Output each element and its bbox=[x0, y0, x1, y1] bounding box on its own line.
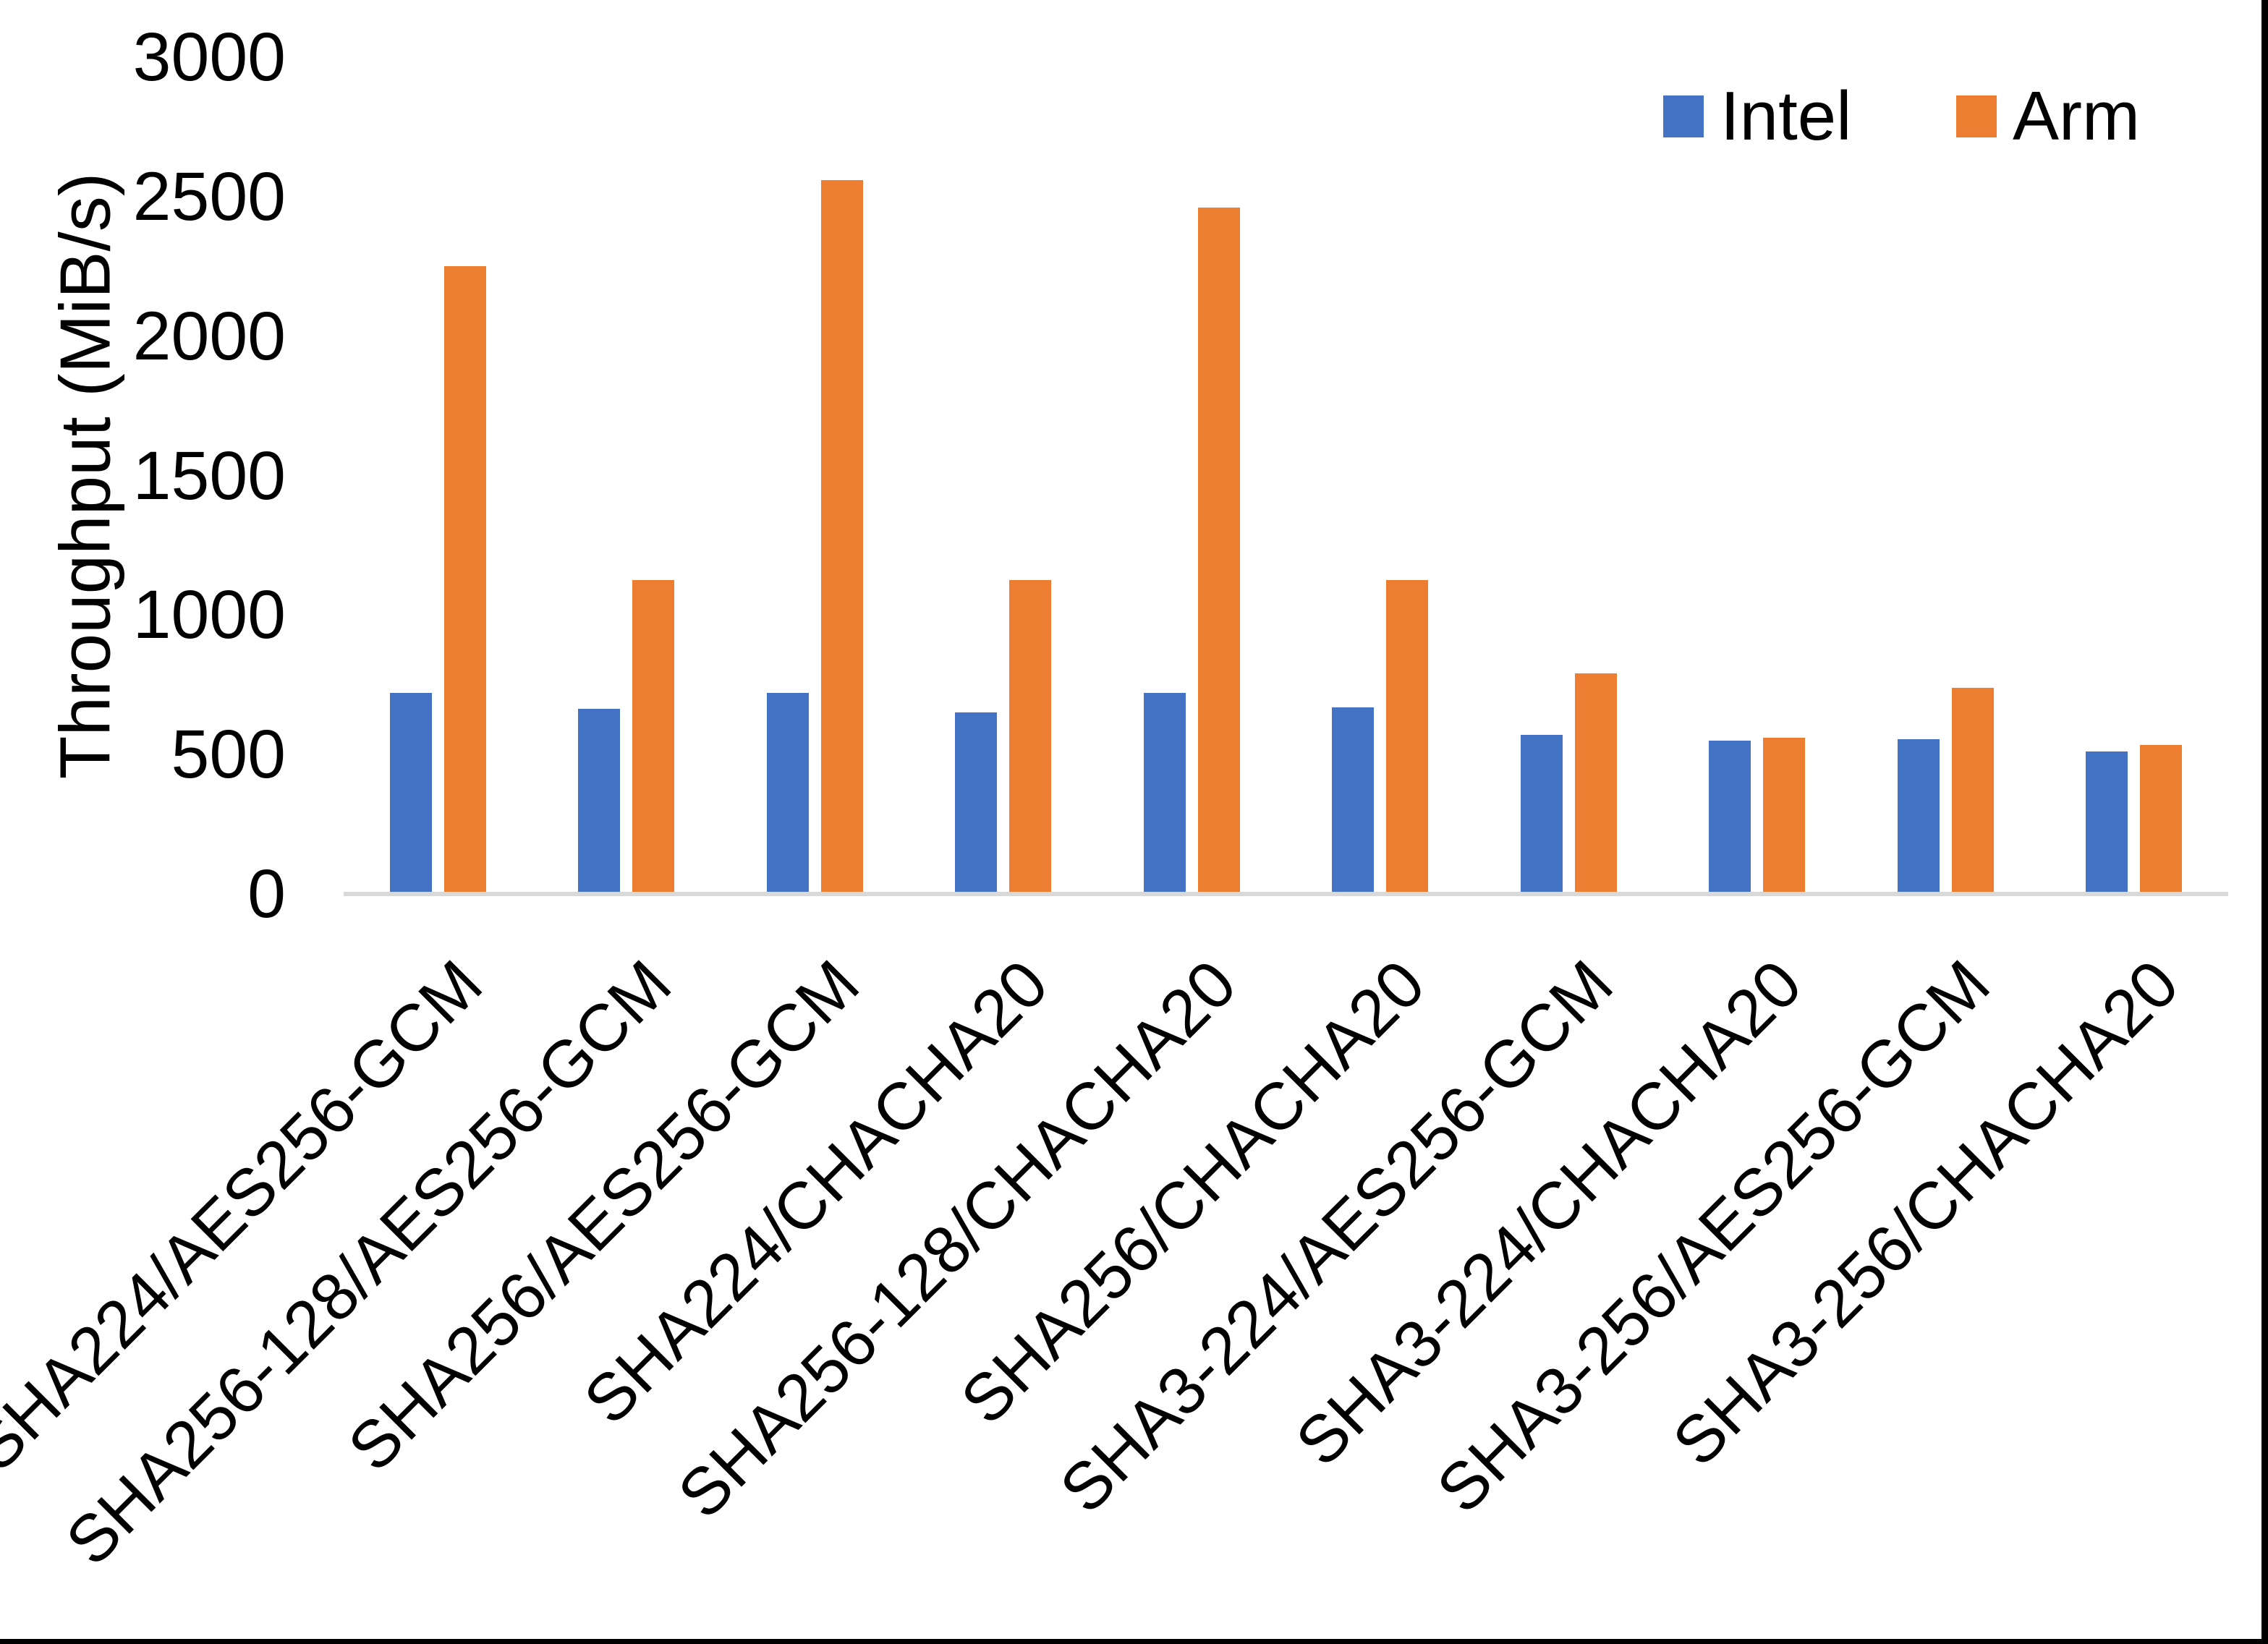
bar-intel-sha3-256/chacha20 bbox=[2086, 751, 2128, 894]
bar-arm-sha3-224/aes256-gcm bbox=[1574, 673, 1617, 894]
y-tick-label: 1500 bbox=[132, 437, 286, 514]
bar-intel-sha256/chacha20 bbox=[1332, 707, 1375, 894]
bar-intel-sha224/aes256-gcm bbox=[389, 693, 432, 894]
bar-arm-sha3-224/chacha20 bbox=[1763, 738, 1806, 894]
bar-intel-sha256-128/chacha20 bbox=[1143, 693, 1186, 894]
bar-intel-sha3-224/chacha20 bbox=[1709, 740, 1751, 894]
image-right-border bbox=[2261, 0, 2268, 1644]
legend-swatch-arm bbox=[1956, 95, 1997, 137]
bar-arm-sha3-256/chacha20 bbox=[2140, 744, 2183, 894]
x-axis-line bbox=[344, 892, 2228, 896]
bar-intel-sha224/chacha20 bbox=[955, 712, 998, 894]
bar-intel-sha256/aes256-gcm bbox=[766, 693, 809, 894]
y-tick-label: 1000 bbox=[132, 576, 286, 654]
y-tick-label: 0 bbox=[247, 856, 286, 932]
bar-arm-sha256/chacha20 bbox=[1386, 580, 1429, 894]
y-tick-label: 2500 bbox=[132, 158, 286, 235]
bar-arm-sha224/aes256-gcm bbox=[443, 266, 486, 894]
bar-arm-sha256-128/chacha20 bbox=[1197, 208, 1240, 894]
y-tick-label: 3000 bbox=[132, 19, 286, 95]
bar-arm-sha224/chacha20 bbox=[1009, 580, 1052, 894]
legend-label-intel: Intel bbox=[1720, 77, 1852, 155]
image-bottom-border bbox=[0, 1639, 2268, 1644]
bar-intel-sha3-224/aes256-gcm bbox=[1520, 735, 1563, 894]
legend-label-arm: Arm bbox=[2013, 77, 2140, 155]
y-tick-label: 500 bbox=[171, 716, 286, 793]
bar-arm-sha256/aes256-gcm bbox=[820, 179, 863, 894]
y-tick-label: 2000 bbox=[132, 297, 286, 375]
bar-arm-sha3-256/aes256-gcm bbox=[1951, 687, 1994, 894]
bar-intel-sha3-256/aes256-gcm bbox=[1897, 738, 1940, 894]
bar-intel-sha256-128/aes256-gcm bbox=[578, 708, 621, 894]
legend-swatch-intel bbox=[1663, 95, 1704, 137]
bar-arm-sha256-128/aes256-gcm bbox=[632, 580, 675, 894]
